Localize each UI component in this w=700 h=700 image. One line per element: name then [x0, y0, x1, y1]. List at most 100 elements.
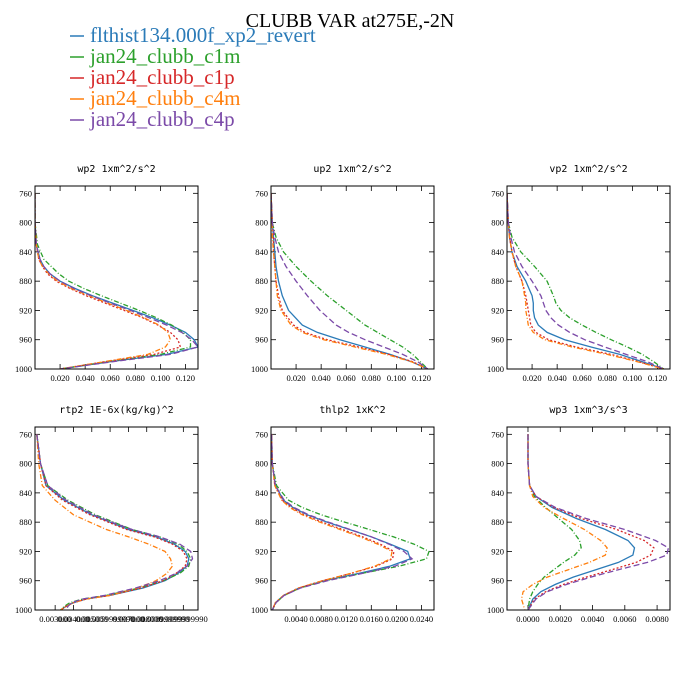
x-tick-label: 0.120	[412, 373, 431, 383]
plot-frame	[270, 426, 435, 611]
panel-title: rtp2 1E-6x(kg/kg)^2	[59, 405, 173, 416]
series-line	[271, 434, 395, 610]
x-tick-label: 0.080	[598, 373, 617, 383]
x-tick-label: 0.0080	[309, 614, 332, 624]
y-tick-label: 920	[491, 305, 504, 315]
series-line	[271, 434, 414, 610]
series-line	[271, 193, 429, 369]
series-line	[527, 434, 670, 610]
x-tick-label: 0.0120	[335, 614, 358, 624]
x-tick-label: 0.005000	[76, 614, 108, 624]
series-line	[507, 193, 664, 369]
y-tick-label: 800	[19, 459, 32, 469]
y-tick-label: 1000	[487, 605, 504, 615]
plot-frame	[506, 426, 671, 611]
legend: flthist134.000f_xp2_revertjan24_clubb_c1…	[70, 23, 316, 131]
series-line	[507, 193, 664, 369]
panel-title: wp3 1xm^3/s^3	[549, 405, 627, 416]
y-tick-label: 880	[255, 276, 268, 286]
y-tick-label: 920	[19, 305, 32, 315]
series-line	[35, 193, 198, 369]
series-line	[35, 193, 198, 369]
y-tick-label: 840	[19, 247, 32, 257]
legend-label: jan24_clubb_c4p	[89, 107, 235, 131]
x-tick-label: 0.008000	[131, 614, 163, 624]
series-line	[35, 193, 182, 369]
x-tick-label: 0.0160	[360, 614, 383, 624]
y-tick-label: 880	[19, 517, 32, 527]
series-line	[271, 434, 393, 610]
x-tick-label: 0.120	[648, 373, 667, 383]
series-line	[271, 193, 428, 369]
panel-6: wp3 1xm^3/s^3 760 800 840 880 920 960 1000 0.000…	[487, 405, 671, 624]
panels: wp2 1xm^2/s^2 760 800 840 880 920 960 1000 0.020…	[15, 164, 671, 624]
series-line	[36, 434, 192, 610]
y-tick-label: 920	[255, 546, 268, 556]
series-line	[271, 193, 429, 369]
x-tick-label: 0.007000	[112, 614, 144, 624]
y-tick-label: 960	[491, 335, 504, 345]
x-tick-label: 0.040	[76, 373, 95, 383]
y-tick-label: 960	[255, 576, 268, 586]
x-tick-label: 0.060	[101, 373, 120, 383]
plot-frame	[34, 426, 199, 611]
y-tick-label: 960	[19, 335, 32, 345]
y-tick-label: 960	[19, 576, 32, 586]
plot-frame	[270, 185, 435, 370]
x-tick-label: 0.0200	[385, 614, 408, 624]
x-tick-label: 0.0040	[284, 614, 307, 624]
x-tick-label: 0.040	[548, 373, 567, 383]
series-line	[527, 434, 655, 610]
y-tick-label: 760	[19, 429, 32, 439]
y-tick-label: 920	[19, 546, 32, 556]
x-tick-label: 0.003000	[39, 614, 71, 624]
series-line	[520, 434, 608, 610]
y-tick-label: 760	[255, 429, 268, 439]
y-tick-label: 840	[491, 247, 504, 257]
y-tick-label: 1000	[251, 605, 268, 615]
series-line	[527, 434, 582, 610]
series-line	[271, 434, 430, 610]
panel-title: up2 1xm^2/s^2	[313, 164, 391, 175]
series-line	[271, 193, 428, 369]
y-tick-label: 920	[255, 305, 268, 315]
y-tick-label: 840	[491, 488, 504, 498]
x-tick-label: 0.0040	[581, 614, 604, 624]
x-tick-label: 0.120	[176, 373, 195, 383]
legend-label: jan24_clubb_c1m	[89, 44, 240, 68]
y-tick-label: 800	[491, 459, 504, 469]
x-tick-label: 0.0059999990	[86, 614, 135, 624]
y-tick-label: 840	[255, 247, 268, 257]
panel-title: vp2 1xm^2/s^2	[549, 164, 627, 175]
y-tick-label: 1000	[487, 364, 504, 374]
x-tick-label: 0.100	[151, 373, 170, 383]
x-tick-label: 0.060	[573, 373, 592, 383]
y-tick-label: 880	[19, 276, 32, 286]
x-tick-label: 0.004000	[58, 614, 90, 624]
x-tick-label: 0.0240	[410, 614, 433, 624]
x-tick-label: 0.0020	[549, 614, 572, 624]
y-tick-label: 880	[491, 517, 504, 527]
panel-4: rtp2 1E-6x(kg/kg)^2 760 800 840 880 920 960 100…	[15, 405, 208, 624]
x-tick-label: 0.100	[623, 373, 642, 383]
legend-label: jan24_clubb_c4m	[89, 86, 240, 110]
x-tick-label: 0.080	[126, 373, 145, 383]
y-tick-label: 1000	[15, 605, 32, 615]
y-tick-label: 920	[491, 546, 504, 556]
y-tick-label: 880	[491, 276, 504, 286]
x-tick-label: 0.020	[51, 373, 70, 383]
x-tick-label: 0.060	[337, 373, 356, 383]
x-tick-label: 0.0080	[645, 614, 668, 624]
y-tick-label: 1000	[251, 364, 268, 374]
x-tick-label: 0.020	[523, 373, 542, 383]
series-line	[35, 193, 192, 369]
x-tick-label: 0.020	[287, 373, 306, 383]
x-tick-label: 0.040	[312, 373, 331, 383]
series-line	[527, 434, 636, 610]
plot-frame	[34, 185, 199, 370]
series-line	[507, 193, 664, 369]
y-tick-label: 800	[491, 218, 504, 228]
y-tick-label: 840	[19, 488, 32, 498]
y-tick-label: 800	[19, 218, 32, 228]
